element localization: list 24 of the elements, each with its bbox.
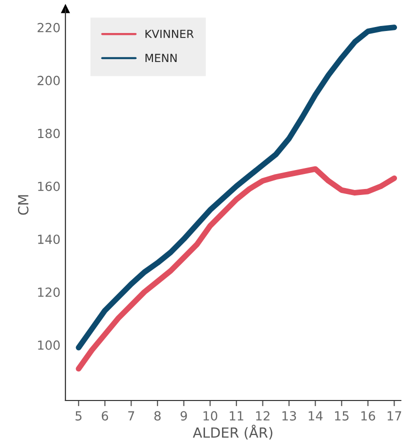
y-axis-title: CM	[18, 195, 28, 215]
x-tick-label: 5	[76, 411, 82, 421]
y-tick-label: 220	[38, 22, 60, 32]
x-tick-label: 16	[361, 411, 376, 421]
x-tick-label: 7	[128, 411, 134, 420]
x-tick-label: 17	[388, 411, 402, 420]
x-tick-label: 8	[154, 411, 161, 421]
x-tick-label: 10	[204, 411, 218, 421]
x-tick-label: 9	[180, 411, 187, 421]
y-tick-label: 200	[38, 76, 60, 86]
x-tick-label: 13	[282, 411, 296, 421]
y-tick-label: 180	[38, 128, 60, 138]
x-tick-label: 15	[335, 411, 348, 421]
x-tick-label: 12	[256, 411, 270, 420]
x-tick-label: 6	[102, 411, 108, 421]
y-tick-label: 160	[38, 182, 60, 192]
x-tick-label: 14	[308, 411, 323, 420]
y-tick-label: 120	[38, 287, 60, 297]
legend-label: MENN	[146, 54, 177, 62]
y-tick-label: 140	[38, 234, 60, 244]
legend-label: KVINNER	[146, 30, 194, 38]
x-tick-label: 11	[230, 411, 244, 420]
y-tick-label: 100	[38, 340, 60, 350]
x-axis-title: ALDER (ÅR)	[192, 424, 272, 440]
